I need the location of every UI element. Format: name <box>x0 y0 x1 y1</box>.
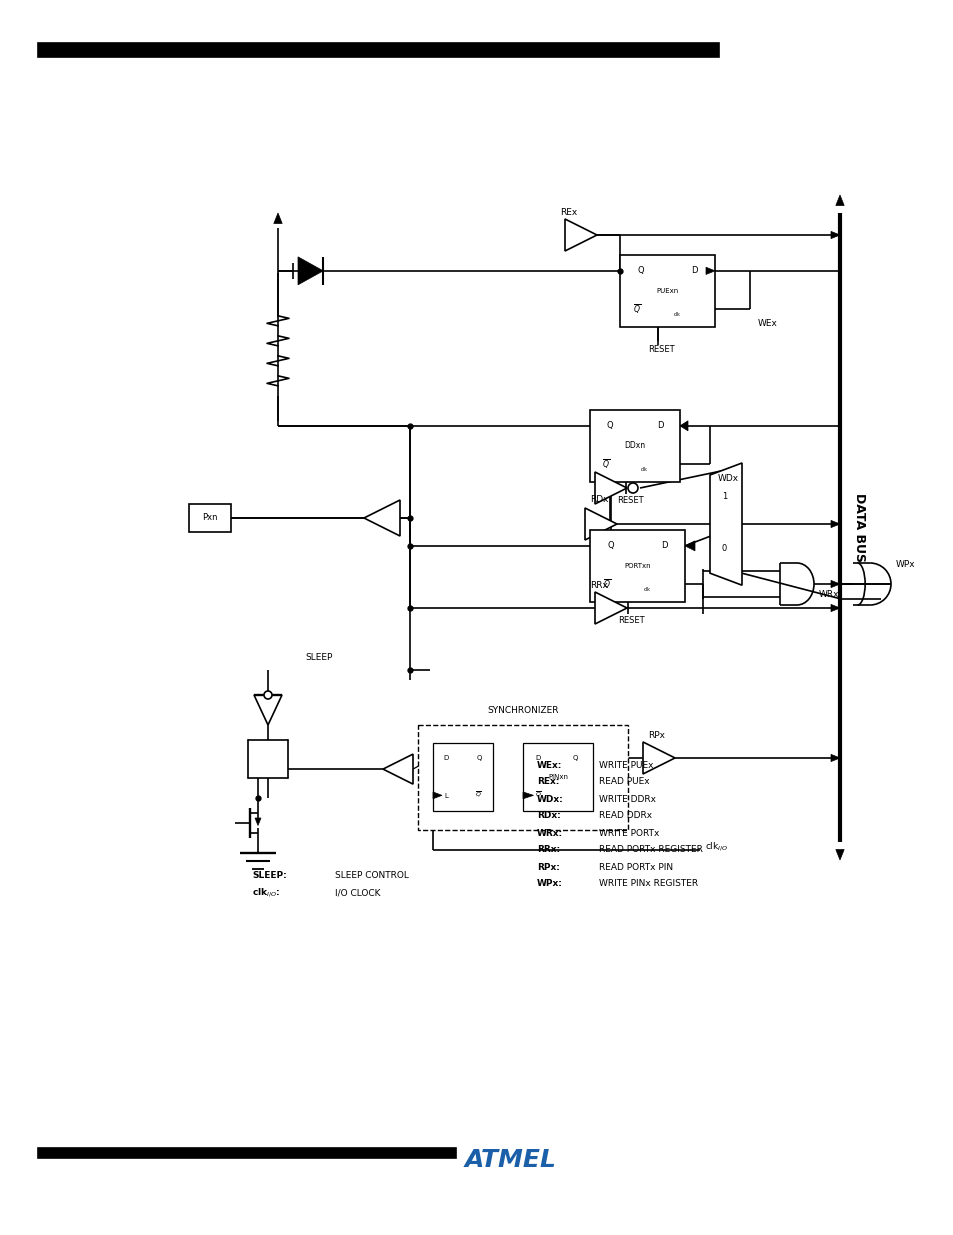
Text: D: D <box>660 541 667 551</box>
Polygon shape <box>709 463 741 585</box>
Polygon shape <box>830 580 840 588</box>
Text: RDx:: RDx: <box>537 811 560 820</box>
Text: clk$_{I/O}$:: clk$_{I/O}$: <box>252 887 280 899</box>
Polygon shape <box>595 472 626 504</box>
Polygon shape <box>584 508 617 540</box>
Polygon shape <box>297 257 323 285</box>
Polygon shape <box>254 818 261 825</box>
Polygon shape <box>835 850 843 860</box>
Text: WPx: WPx <box>895 559 915 569</box>
Polygon shape <box>705 267 714 274</box>
Text: RESET: RESET <box>648 345 675 354</box>
Polygon shape <box>830 604 840 611</box>
Bar <box>248 740 288 778</box>
Text: PUExn: PUExn <box>656 288 678 294</box>
Text: SLEEP: SLEEP <box>305 653 332 662</box>
Text: Q: Q <box>606 421 613 430</box>
Text: PINxn: PINxn <box>547 774 567 781</box>
Text: WRITE DDRx: WRITE DDRx <box>598 794 656 804</box>
Text: PORTxn: PORTxn <box>623 563 650 569</box>
Text: RPx:: RPx: <box>537 862 559 872</box>
Text: READ DDRx: READ DDRx <box>598 811 652 820</box>
Text: WRITE PORTx: WRITE PORTx <box>598 829 659 837</box>
Text: WRITE PINx REGISTER: WRITE PINx REGISTER <box>598 879 698 888</box>
Text: WEx:: WEx: <box>537 761 561 769</box>
Text: WRx:: WRx: <box>537 829 562 837</box>
Bar <box>589 410 679 482</box>
Text: clk: clk <box>643 587 650 592</box>
Text: L: L <box>444 793 448 799</box>
Text: REx: REx <box>559 207 577 217</box>
Polygon shape <box>684 541 695 551</box>
Bar <box>589 530 684 601</box>
Text: RRx:: RRx: <box>537 846 559 855</box>
Text: clk: clk <box>639 467 647 472</box>
Text: WDx:: WDx: <box>537 794 563 804</box>
Text: SLEEP CONTROL: SLEEP CONTROL <box>335 871 409 879</box>
Text: RESET: RESET <box>617 496 643 505</box>
Text: READ PORTx REGISTER: READ PORTx REGISTER <box>598 846 702 855</box>
Text: RRx: RRx <box>589 580 607 590</box>
Text: $\overline{Q}$: $\overline{Q}$ <box>633 303 640 315</box>
Text: WEx: WEx <box>758 319 777 329</box>
Text: DATA BUS: DATA BUS <box>853 493 865 562</box>
Text: Q: Q <box>637 267 643 275</box>
Text: RDx: RDx <box>589 495 608 504</box>
Text: clk: clk <box>673 311 679 316</box>
Text: REx:: REx: <box>537 778 558 787</box>
Text: I/O CLOCK: I/O CLOCK <box>335 888 380 898</box>
Text: D: D <box>657 421 662 430</box>
Text: SLEEP:: SLEEP: <box>252 871 287 879</box>
Bar <box>38 1149 456 1158</box>
Text: RPx: RPx <box>647 731 664 740</box>
Text: WRx: WRx <box>818 590 839 599</box>
Text: Q: Q <box>476 755 482 761</box>
Text: 1: 1 <box>721 492 726 501</box>
Text: 0: 0 <box>721 545 726 553</box>
Text: SYNCHRONIZER: SYNCHRONIZER <box>487 706 558 715</box>
Text: Q: Q <box>607 541 614 551</box>
Bar <box>417 725 627 830</box>
Text: RESET: RESET <box>618 616 644 625</box>
Polygon shape <box>522 792 533 799</box>
Polygon shape <box>830 520 840 527</box>
Text: WRITE PUEx: WRITE PUEx <box>598 761 653 769</box>
Text: DDxn: DDxn <box>624 441 645 451</box>
Text: Pxn: Pxn <box>202 514 217 522</box>
Text: $\overline{Q}$: $\overline{Q}$ <box>535 789 541 799</box>
Polygon shape <box>364 500 399 536</box>
Text: WPx:: WPx: <box>537 879 562 888</box>
Text: READ PUEx: READ PUEx <box>598 778 649 787</box>
Polygon shape <box>642 742 675 774</box>
Polygon shape <box>835 195 843 205</box>
Text: $\overline{Q}$: $\overline{Q}$ <box>601 457 610 471</box>
Bar <box>38 43 719 57</box>
Text: READ PORTx PIN: READ PORTx PIN <box>598 862 673 872</box>
Text: ATMEL: ATMEL <box>464 1149 557 1172</box>
Polygon shape <box>564 219 597 251</box>
Polygon shape <box>274 212 282 224</box>
Bar <box>619 254 714 327</box>
Bar <box>522 743 593 811</box>
Text: WDx: WDx <box>718 474 739 483</box>
Polygon shape <box>679 421 687 431</box>
Text: Q: Q <box>572 755 578 761</box>
Circle shape <box>627 483 638 493</box>
Circle shape <box>264 692 272 699</box>
Polygon shape <box>433 792 441 799</box>
Bar <box>433 743 493 811</box>
Text: clk$_{I/O}$: clk$_{I/O}$ <box>704 841 728 853</box>
Text: $\overline{Q}$: $\overline{Q}$ <box>474 789 481 799</box>
Text: $\overline{Q}$: $\overline{Q}$ <box>602 578 611 590</box>
Polygon shape <box>830 231 840 238</box>
Text: D: D <box>536 755 540 761</box>
Polygon shape <box>595 592 626 624</box>
Bar <box>189 504 231 532</box>
Text: D: D <box>690 267 697 275</box>
Polygon shape <box>830 755 840 762</box>
Text: D: D <box>443 755 448 761</box>
Polygon shape <box>382 755 413 784</box>
